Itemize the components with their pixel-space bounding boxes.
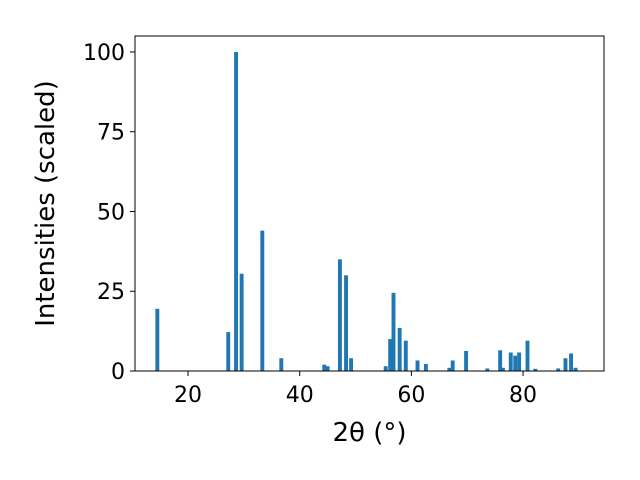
bar bbox=[388, 339, 393, 371]
y-tick-label: 0 bbox=[111, 360, 125, 385]
x-axis-label: 2θ (°) bbox=[332, 418, 406, 448]
bar bbox=[525, 340, 530, 371]
bar bbox=[517, 352, 522, 371]
bar bbox=[573, 367, 578, 371]
bar bbox=[403, 340, 408, 371]
bar bbox=[423, 363, 428, 371]
x-axis-ticks: 20 40 60 80 bbox=[174, 371, 537, 408]
bar bbox=[260, 230, 265, 371]
bar bbox=[508, 352, 513, 371]
bar bbox=[556, 368, 561, 371]
bar bbox=[569, 353, 574, 371]
bar bbox=[391, 292, 396, 371]
x-tick-label: 20 bbox=[174, 383, 202, 408]
bar bbox=[337, 259, 342, 371]
bar bbox=[563, 358, 568, 371]
bar bbox=[155, 308, 160, 371]
bar bbox=[234, 51, 239, 371]
y-tick-label: 50 bbox=[97, 200, 125, 225]
bar bbox=[533, 368, 538, 371]
bar bbox=[325, 366, 330, 371]
bar bbox=[498, 350, 503, 371]
y-axis-label: Intensities (scaled) bbox=[31, 80, 61, 327]
bar bbox=[464, 350, 469, 371]
bar bbox=[447, 367, 452, 371]
bar bbox=[397, 327, 402, 371]
bar bbox=[344, 275, 349, 371]
bar bbox=[322, 364, 327, 371]
bar bbox=[239, 273, 244, 371]
bar bbox=[383, 366, 388, 371]
bar bbox=[485, 368, 490, 371]
x-tick-label: 60 bbox=[397, 383, 425, 408]
bars-group bbox=[155, 51, 578, 371]
y-tick-label: 100 bbox=[83, 41, 125, 66]
y-axis-ticks: 0 25 50 75 100 bbox=[83, 41, 135, 385]
y-tick-label: 75 bbox=[97, 121, 125, 146]
bar bbox=[450, 360, 455, 371]
bar bbox=[279, 358, 284, 371]
bar bbox=[513, 355, 518, 371]
x-tick-label: 40 bbox=[286, 383, 314, 408]
bar bbox=[349, 358, 354, 371]
x-tick-label: 80 bbox=[509, 383, 537, 408]
plot-frame bbox=[134, 35, 605, 372]
bar bbox=[415, 360, 420, 371]
bar bbox=[500, 367, 505, 371]
y-tick-label: 25 bbox=[97, 280, 125, 305]
bar bbox=[226, 332, 231, 371]
